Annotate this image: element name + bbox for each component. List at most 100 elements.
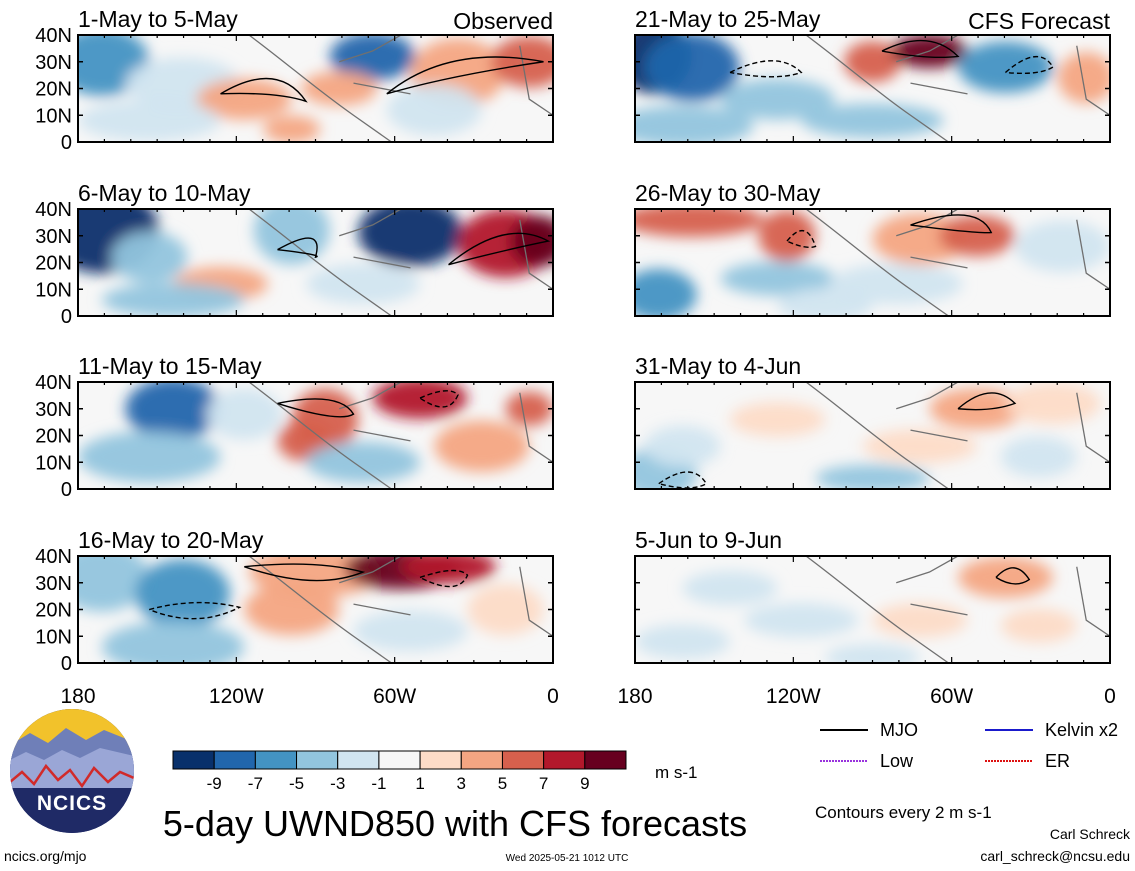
panel-2: 6-May to 10-May 40N 30N 20N 10N 0	[35, 180, 554, 328]
wind-anomaly-region	[306, 441, 420, 483]
colorbar-label: -7	[248, 774, 263, 793]
wind-anomaly-region	[958, 41, 1053, 93]
wind-anomaly-region	[253, 209, 330, 265]
wind-anomaly-region	[758, 210, 816, 262]
wind-anomaly-region	[1057, 52, 1110, 104]
colorbar-label: 9	[580, 774, 589, 793]
wind-anomaly-region	[825, 643, 920, 663]
coastline	[248, 382, 553, 489]
lat-tick-label: 40N	[35, 372, 72, 394]
site-link[interactable]: ncics.org/mjo	[4, 848, 87, 864]
wind-anomaly-region	[730, 402, 825, 437]
contour-note: Contours every 2 m s-1	[815, 803, 992, 822]
wind-anomaly-region	[863, 429, 977, 464]
coastline	[805, 382, 1110, 489]
field-8	[635, 556, 1110, 663]
positive-contour	[881, 39, 960, 58]
wind-anomaly-region	[801, 103, 944, 138]
negative-contour	[148, 601, 242, 620]
lat-tick-label: 10N	[35, 279, 72, 301]
panel-8: 5-Jun to 9-Jun	[634, 527, 1111, 664]
lat-tick-label: 30N	[35, 399, 72, 421]
legend-label: Low	[880, 751, 914, 771]
lat-tick-label: 40N	[35, 199, 72, 221]
lat-tick-label: 10N	[35, 105, 72, 127]
lon-tick-label: 180	[60, 685, 95, 708]
colorbar-label: -1	[371, 774, 386, 793]
wind-anomaly-region	[101, 282, 245, 316]
logo-text: NCICS	[37, 792, 107, 815]
legend: MJO Kelvin x2 Low ER	[820, 720, 1118, 771]
wind-anomaly-region	[744, 603, 859, 638]
wind-anomaly-region	[196, 78, 292, 120]
legend-label: MJO	[880, 720, 918, 740]
colorbar-label: -9	[207, 774, 222, 793]
field-4	[78, 556, 553, 663]
wind-anomaly-region	[353, 610, 468, 652]
wind-anomaly-region	[358, 209, 463, 267]
wind-anomaly-region	[386, 84, 482, 136]
negative-contour	[729, 60, 803, 78]
lat-tick-label: 30N	[35, 226, 72, 248]
wind-anomaly-region	[682, 570, 778, 606]
wind-anomaly-region	[244, 583, 340, 636]
colorbar-swatch	[254, 750, 298, 770]
positive-contour	[386, 56, 544, 95]
colorbar-label: 7	[539, 774, 548, 793]
panel-3: 11-May to 15-May 40N 30N 20N 10N 0	[35, 353, 554, 501]
lat-tick-label: 0	[61, 306, 72, 328]
lat-tick-label: 40N	[35, 546, 72, 568]
panel-4: 16-May to 20-May 40N 30N 20N 10N 0	[35, 527, 554, 675]
lat-tick-label: 10N	[35, 626, 72, 648]
field-5	[635, 35, 1110, 142]
timestamp: Wed 2025-05-21 1012 UTC	[506, 853, 629, 864]
panel-7: 31-May to 4-Jun	[634, 353, 1111, 490]
wind-anomaly-region	[263, 115, 321, 142]
negative-contour	[658, 471, 708, 489]
colorbar-swatch	[172, 750, 215, 770]
field-3	[78, 382, 553, 489]
colorbar-swatch	[460, 750, 503, 770]
colorbar-label: -5	[289, 774, 304, 793]
wind-anomaly-region	[635, 624, 730, 659]
wind-anomaly-region	[491, 36, 553, 88]
wind-anomaly-region	[101, 621, 245, 663]
colorbar-label: 1	[415, 774, 424, 793]
wind-anomaly-region	[467, 583, 544, 636]
panel-5: 21-May to 25-May CFS Forecast	[634, 6, 1111, 143]
panel-title: 11-May to 15-May	[78, 353, 262, 379]
wind-anomaly-region	[872, 603, 968, 638]
wind-anomaly-region	[329, 35, 416, 81]
lat-tick-label: 0	[61, 479, 72, 501]
colorbar-label: 5	[498, 774, 507, 793]
observed-tag: Observed	[453, 8, 553, 34]
panel-title: 5-Jun to 9-Jun	[635, 527, 782, 553]
colorbar-swatch	[584, 750, 627, 770]
colorbar-swatch	[378, 750, 421, 770]
wind-anomaly-region	[306, 263, 420, 305]
wind-anomaly-region	[78, 100, 221, 142]
panel-1: 1-May to 5-May Observed 40N 30N 20N 10N 0	[35, 6, 554, 154]
lat-tick-label: 20N	[35, 79, 72, 101]
wind-anomaly-region	[929, 388, 1025, 430]
coastline	[805, 35, 1110, 142]
panel-title: 16-May to 20-May	[78, 527, 264, 553]
lon-tick-label: 0	[1104, 685, 1116, 708]
wind-anomaly-region	[301, 71, 378, 106]
colorbar-swatch	[501, 750, 545, 770]
coastline	[805, 209, 1110, 316]
lon-tick-label: 120W	[209, 685, 264, 708]
legend-label: Kelvin x2	[1045, 720, 1118, 740]
ncics-logo: NCICS	[10, 709, 134, 833]
lon-tick-label: 180	[617, 685, 652, 708]
negative-contour	[786, 230, 817, 249]
wind-anomaly-region	[434, 420, 530, 472]
wind-anomaly-region	[111, 231, 188, 283]
wind-anomaly-region	[829, 263, 963, 305]
lon-tick-label: 0	[547, 685, 559, 708]
wind-anomaly-region	[125, 382, 221, 440]
author-email[interactable]: carl_schreck@ncsu.edu	[980, 848, 1130, 864]
panel-title: 21-May to 25-May	[635, 6, 821, 32]
colorbar-swatch	[543, 750, 586, 770]
